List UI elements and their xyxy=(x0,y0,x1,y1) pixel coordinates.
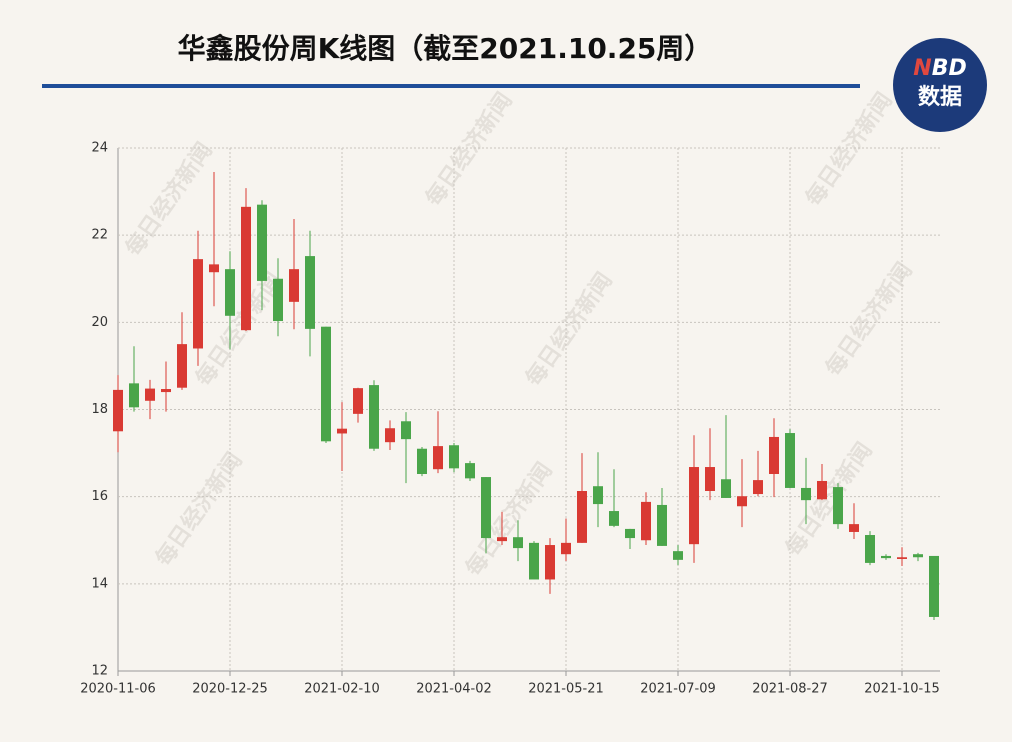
candle-body xyxy=(625,528,635,539)
candle-body xyxy=(593,486,603,505)
candle-body xyxy=(737,496,747,507)
candle-body xyxy=(129,383,139,408)
candle-body xyxy=(417,448,427,475)
candle-body xyxy=(241,206,251,331)
y-tick-label: 18 xyxy=(91,402,108,417)
candle-body xyxy=(785,433,795,488)
candle-body xyxy=(833,487,843,525)
candle-body xyxy=(209,264,219,273)
x-tick-label: 2021-04-02 xyxy=(416,682,492,697)
candle-body xyxy=(753,480,763,495)
candle-body xyxy=(529,542,539,580)
candle-body xyxy=(433,446,443,470)
candle-body xyxy=(481,477,491,539)
x-tick-label: 2020-11-06 xyxy=(80,682,156,697)
candle-body xyxy=(561,542,571,555)
x-tick-label: 2021-07-09 xyxy=(640,682,716,697)
candle-body xyxy=(401,421,411,440)
candle-body xyxy=(321,326,331,442)
candle-body xyxy=(337,428,347,434)
candle-body xyxy=(305,256,315,329)
candle-body xyxy=(657,504,667,546)
candle-body xyxy=(257,204,267,281)
candle-body xyxy=(913,554,923,558)
candle-body xyxy=(641,501,651,541)
candle-body xyxy=(929,555,939,617)
x-tick-label: 2021-08-27 xyxy=(752,682,828,697)
chart-title: 华鑫股份周K线图（截至2021.10.25周） xyxy=(178,32,713,65)
y-tick-label: 12 xyxy=(91,664,108,679)
candle-body xyxy=(545,545,555,580)
logo-label: 数据 xyxy=(918,84,962,110)
candle-body xyxy=(497,537,507,542)
candle-body xyxy=(353,388,363,414)
logo-brand-n: N xyxy=(913,56,931,81)
x-tick-label: 2020-12-25 xyxy=(192,682,268,697)
y-tick-label: 22 xyxy=(91,228,108,243)
candle-body xyxy=(849,524,859,532)
candle-body xyxy=(817,480,827,500)
candle-body xyxy=(513,537,523,549)
candle-body xyxy=(769,436,779,475)
y-tick-label: 20 xyxy=(91,315,108,330)
candle-body xyxy=(897,557,907,559)
candle-body xyxy=(865,535,875,563)
candle-body xyxy=(577,491,587,543)
candle-body xyxy=(385,428,395,443)
x-tick-label: 2021-10-15 xyxy=(864,682,940,697)
candle-body xyxy=(801,487,811,501)
logo-brand: NBD xyxy=(913,56,966,81)
candle-body xyxy=(289,269,299,302)
candle-body xyxy=(721,479,731,498)
candle-body xyxy=(161,389,171,393)
candle-body xyxy=(193,259,203,349)
candle-body xyxy=(881,555,891,559)
logo-circle xyxy=(893,38,987,132)
y-tick-label: 14 xyxy=(91,576,108,591)
candle-body xyxy=(449,445,459,469)
candle-body xyxy=(689,467,699,545)
plot: 12 14 16 18 20 22 24 2020-11-06 2020-12-25 2021-0… xyxy=(80,141,940,697)
candle-body xyxy=(145,388,155,401)
candle-body xyxy=(113,389,123,432)
x-tick-label: 2021-05-21 xyxy=(528,682,604,697)
candle-body xyxy=(369,385,379,449)
candle-body xyxy=(705,467,715,492)
candle-body xyxy=(225,269,235,316)
y-tick-label: 24 xyxy=(91,141,108,156)
x-tick-label: 2021-02-10 xyxy=(304,682,380,697)
candle-body xyxy=(673,551,683,560)
candle-body xyxy=(465,463,475,479)
candle-body xyxy=(609,511,619,526)
title-rule xyxy=(42,84,860,88)
candle-body xyxy=(177,344,187,388)
logo-brand-bd: BD xyxy=(932,56,967,81)
candle-body xyxy=(273,278,283,322)
y-tick-label: 16 xyxy=(91,489,108,504)
